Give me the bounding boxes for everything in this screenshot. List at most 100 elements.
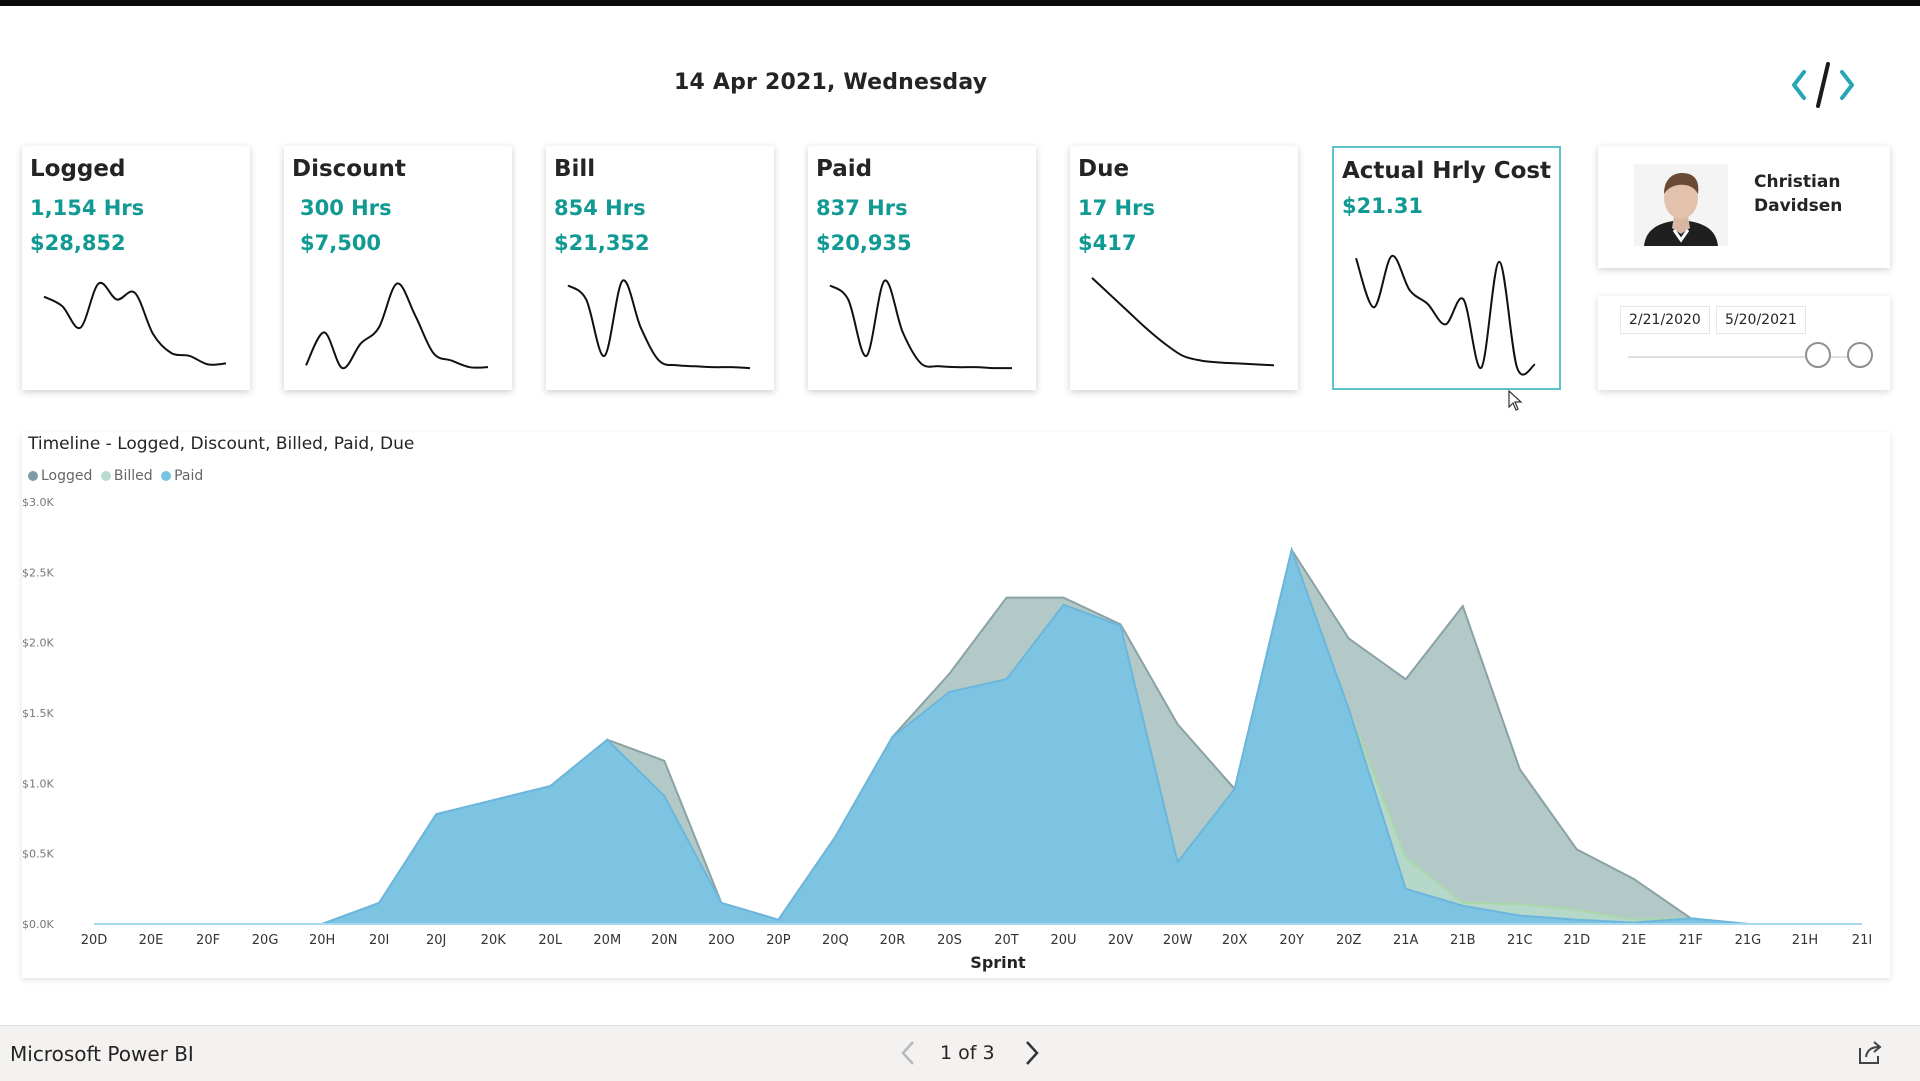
x-tick-label: 20W: [1163, 933, 1193, 948]
slider-track[interactable]: [1628, 356, 1860, 358]
y-tick-label: $0.0K: [22, 918, 54, 931]
card-title: Due: [1078, 156, 1130, 182]
x-tick-label: 20H: [309, 933, 335, 948]
legend-label: Billed: [113, 468, 153, 484]
x-tick-label: 20V: [1108, 933, 1134, 948]
timeline-chart: $0.0K $0.5K $1.0K $1.5K $2.0K $2.5K $3.0K 20D 20…: [22, 432, 1890, 978]
card-title: Logged: [30, 156, 126, 182]
x-tick-label: 20F: [196, 933, 220, 948]
mouse-cursor-icon: [1508, 390, 1523, 411]
x-tick-label: 20Z: [1336, 933, 1362, 948]
profile-name: Christian Davidsen: [1754, 172, 1843, 216]
x-tick-label: 21C: [1507, 933, 1533, 948]
card-actual-hrly-cost[interactable]: Actual Hrly Cost $21.31: [1332, 146, 1561, 390]
x-tick-label: 21I: [1852, 933, 1872, 948]
brand-label: Microsoft Power BI: [10, 1042, 194, 1066]
card-logged[interactable]: Logged 1,154 Hrs $28,852: [22, 146, 250, 390]
start-date-input[interactable]: 2/21/2020: [1620, 306, 1710, 334]
card-hours: 854 Hrs: [554, 196, 646, 220]
sparkline-path: [567, 279, 751, 370]
x-tick-label: 20K: [481, 933, 507, 948]
x-tick-label: 20M: [593, 933, 621, 948]
card-paid[interactable]: Paid 837 Hrs $20,935: [808, 146, 1036, 390]
x-tick-label: 21B: [1450, 933, 1475, 948]
legend-swatch: [161, 471, 172, 481]
x-tick-label: 20O: [708, 933, 735, 948]
x-tick-label: 21D: [1564, 933, 1591, 948]
x-tick-label: 20T: [994, 933, 1019, 948]
profile-card: Christian Davidsen: [1598, 146, 1890, 268]
chart-legend: Logged Billed Paid: [28, 468, 207, 484]
legend-item-billed[interactable]: Billed: [100, 468, 153, 484]
x-tick-label: 20S: [937, 933, 962, 948]
card-amount: $21.31: [1342, 194, 1424, 218]
x-tick-label: 20U: [1051, 933, 1077, 948]
slider-end-handle[interactable]: [1847, 342, 1873, 368]
card-hours: 17 Hrs: [1078, 196, 1155, 220]
card-hours: 300 Hrs: [300, 196, 392, 220]
card-title: Discount: [292, 156, 406, 182]
sparkline-path: [1091, 277, 1275, 367]
date-range-slicer: 2/21/2020 5/20/2021: [1598, 296, 1890, 390]
card-amount: $21,352: [554, 231, 650, 255]
y-tick-label: $0.5K: [22, 848, 54, 861]
sparkline-path: [43, 281, 227, 366]
share-icon[interactable]: [1856, 1040, 1884, 1066]
next-page-icon[interactable]: [1020, 1038, 1044, 1068]
code-brackets-icon[interactable]: [1790, 58, 1856, 112]
card-title: Paid: [816, 156, 873, 182]
y-tick-label: $1.5K: [22, 707, 54, 720]
x-tick-label: 20L: [538, 933, 563, 948]
x-tick-label: 21F: [1679, 933, 1703, 948]
sparkline: [305, 282, 489, 370]
card-amount: $7,500: [300, 231, 382, 255]
y-tick-label: $1.0K: [22, 777, 54, 790]
card-title: Actual Hrly Cost: [1342, 158, 1552, 184]
area-paid[interactable]: [94, 549, 1862, 924]
sparkline-path: [305, 282, 489, 370]
card-amount: $20,935: [816, 231, 912, 255]
legend-label: Paid: [174, 468, 204, 484]
report-footer: Microsoft Power BI 1 of 3: [0, 1025, 1920, 1081]
legend-swatch: [28, 471, 38, 481]
x-tick-label: 20P: [766, 933, 791, 948]
card-title: Bill: [554, 156, 596, 182]
legend-item-paid[interactable]: Paid: [161, 468, 203, 484]
x-tick-label: 21G: [1735, 933, 1762, 948]
legend-item-logged[interactable]: Logged: [28, 468, 92, 484]
x-tick-label: 20Q: [822, 933, 849, 948]
x-tick-label: 20X: [1222, 933, 1248, 948]
sparkline: [567, 279, 751, 370]
end-date-input[interactable]: 5/20/2021: [1716, 306, 1806, 334]
avatar: [1634, 164, 1728, 246]
previous-page-icon[interactable]: [896, 1038, 920, 1068]
legend-swatch: [100, 471, 111, 481]
card-amount: $28,852: [30, 231, 126, 255]
sparkline: [1091, 277, 1275, 367]
x-tick-label: 20G: [252, 933, 279, 948]
x-tick-label: 20D: [81, 933, 108, 948]
sparkline-path: [829, 279, 1013, 370]
sparkline-path: [1355, 255, 1536, 376]
timeline-chart-svg: $0.0K $0.5K $1.0K $1.5K $2.0K $2.5K $3.0K 20D 20…: [22, 496, 1872, 972]
x-tick-label: 21A: [1393, 933, 1419, 948]
x-tick-label: 20R: [880, 933, 906, 948]
card-due[interactable]: Due 17 Hrs $417: [1070, 146, 1298, 390]
y-tick-label: $3.0K: [22, 496, 54, 509]
line-paid: [94, 546, 1862, 925]
page-date: 14 Apr 2021, Wednesday: [674, 70, 988, 95]
slider-start-handle[interactable]: [1805, 342, 1832, 368]
card-bill[interactable]: Bill 854 Hrs $21,352: [546, 146, 774, 390]
card-amount: $417: [1078, 231, 1137, 255]
y-tick-label: $2.5K: [22, 566, 54, 579]
x-tick-label: 20J: [426, 933, 446, 948]
card-discount[interactable]: Discount 300 Hrs $7,500: [284, 146, 512, 390]
sparkline: [43, 281, 227, 366]
x-tick-label: 20N: [651, 933, 677, 948]
top-bar: [0, 0, 1920, 6]
sparkline: [1355, 255, 1536, 376]
card-hours: 837 Hrs: [816, 196, 908, 220]
card-hours: 1,154 Hrs: [30, 196, 145, 220]
page-indicator: 1 of 3: [940, 1042, 995, 1064]
x-tick-label: 20E: [139, 933, 164, 948]
